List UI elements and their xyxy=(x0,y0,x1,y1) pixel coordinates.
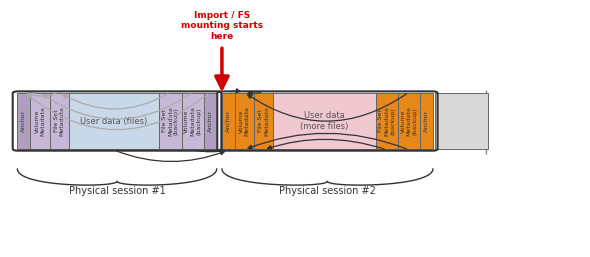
FancyBboxPatch shape xyxy=(30,93,50,149)
FancyBboxPatch shape xyxy=(17,93,30,149)
Text: Anchor: Anchor xyxy=(424,110,429,132)
Text: Volume
Metadata
(backup): Volume Metadata (backup) xyxy=(185,106,201,136)
Text: File Set
Metadata: File Set Metadata xyxy=(54,106,64,136)
FancyArrowPatch shape xyxy=(28,92,37,96)
Text: Anchor: Anchor xyxy=(226,110,231,132)
FancyArrowPatch shape xyxy=(248,94,407,121)
Text: Import / FS
mounting starts
here: Import / FS mounting starts here xyxy=(181,11,263,41)
Text: File Set
Metadata
(backup): File Set Metadata (backup) xyxy=(378,106,395,136)
FancyArrowPatch shape xyxy=(43,94,191,119)
Text: Anchor: Anchor xyxy=(208,110,213,132)
FancyBboxPatch shape xyxy=(182,93,204,149)
FancyBboxPatch shape xyxy=(420,93,433,149)
FancyBboxPatch shape xyxy=(273,93,376,149)
FancyBboxPatch shape xyxy=(235,93,254,149)
FancyBboxPatch shape xyxy=(50,93,69,149)
Text: User data
(more files): User data (more files) xyxy=(300,111,349,131)
Text: Volume
Metadata
(backup): Volume Metadata (backup) xyxy=(401,106,417,136)
FancyArrowPatch shape xyxy=(63,94,168,109)
FancyArrowPatch shape xyxy=(27,94,208,130)
FancyArrowPatch shape xyxy=(231,89,240,93)
FancyArrowPatch shape xyxy=(248,133,407,149)
Text: File Set
Metadata: File Set Metadata xyxy=(258,106,269,136)
FancyBboxPatch shape xyxy=(222,93,235,149)
FancyBboxPatch shape xyxy=(69,93,159,149)
FancyArrowPatch shape xyxy=(28,93,56,97)
Text: Volume
Metadata: Volume Metadata xyxy=(239,106,250,136)
Text: Volume
Metadata: Volume Metadata xyxy=(34,106,45,136)
FancyArrowPatch shape xyxy=(195,149,224,153)
Text: File Set
Metadata
(backup): File Set Metadata (backup) xyxy=(162,106,179,136)
Text: Anchor: Anchor xyxy=(21,110,27,132)
FancyBboxPatch shape xyxy=(376,93,398,149)
Text: Physical session #2: Physical session #2 xyxy=(279,186,376,196)
FancyBboxPatch shape xyxy=(435,93,488,149)
FancyArrowPatch shape xyxy=(267,139,384,149)
Text: Physical session #1: Physical session #1 xyxy=(68,186,165,196)
FancyBboxPatch shape xyxy=(159,93,182,149)
Text: User data (files): User data (files) xyxy=(80,116,148,125)
FancyBboxPatch shape xyxy=(204,93,217,149)
FancyArrowPatch shape xyxy=(248,91,261,95)
FancyBboxPatch shape xyxy=(398,93,420,149)
FancyBboxPatch shape xyxy=(254,93,273,149)
FancyArrowPatch shape xyxy=(116,151,224,161)
